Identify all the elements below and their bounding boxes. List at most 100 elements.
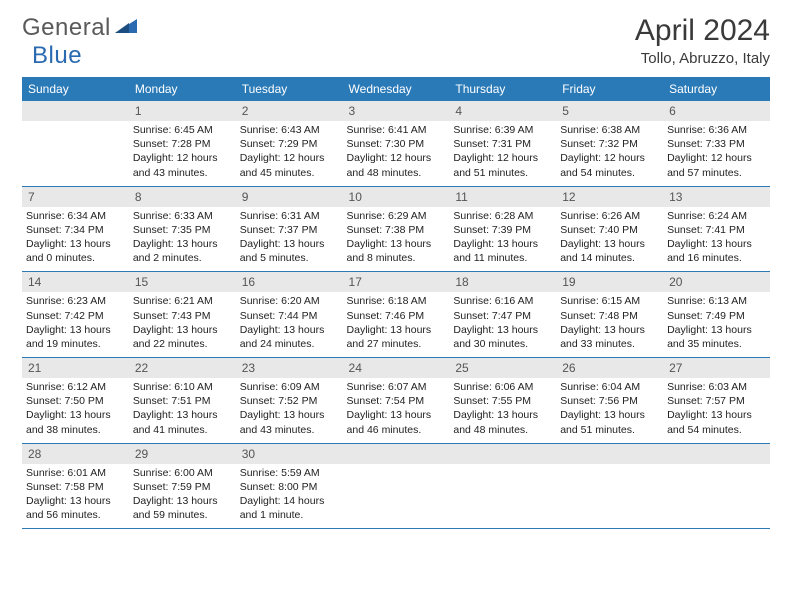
sunset-line: Sunset: 7:43 PM (133, 309, 232, 323)
sunrise-line: Sunrise: 6:29 AM (347, 209, 446, 223)
calendar-day-cell: 13Sunrise: 6:24 AMSunset: 7:41 PMDayligh… (663, 186, 770, 272)
calendar-day-cell: 9Sunrise: 6:31 AMSunset: 7:37 PMDaylight… (236, 186, 343, 272)
day-number: 6 (663, 101, 770, 121)
sunset-line: Sunset: 7:32 PM (560, 137, 659, 151)
calendar-empty-cell (556, 443, 663, 529)
day-details: Sunrise: 5:59 AMSunset: 8:00 PMDaylight:… (236, 464, 343, 529)
daylight-line: Daylight: 12 hours and 45 minutes. (240, 151, 339, 179)
sunrise-line: Sunrise: 6:07 AM (347, 380, 446, 394)
sunrise-line: Sunrise: 6:26 AM (560, 209, 659, 223)
daylight-line: Daylight: 13 hours and 14 minutes. (560, 237, 659, 265)
day-details: Sunrise: 6:09 AMSunset: 7:52 PMDaylight:… (236, 378, 343, 443)
calendar-day-cell: 5Sunrise: 6:38 AMSunset: 7:32 PMDaylight… (556, 101, 663, 186)
day-details: Sunrise: 6:38 AMSunset: 7:32 PMDaylight:… (556, 121, 663, 186)
day-number: 13 (663, 187, 770, 207)
day-details: Sunrise: 6:20 AMSunset: 7:44 PMDaylight:… (236, 292, 343, 357)
day-number (449, 444, 556, 464)
daylight-line: Daylight: 13 hours and 19 minutes. (26, 323, 125, 351)
sunset-line: Sunset: 7:33 PM (667, 137, 766, 151)
calendar-day-cell: 1Sunrise: 6:45 AMSunset: 7:28 PMDaylight… (129, 101, 236, 186)
sunrise-line: Sunrise: 6:24 AM (667, 209, 766, 223)
day-details: Sunrise: 6:23 AMSunset: 7:42 PMDaylight:… (22, 292, 129, 357)
calendar-day-cell: 16Sunrise: 6:20 AMSunset: 7:44 PMDayligh… (236, 272, 343, 358)
sunset-line: Sunset: 7:54 PM (347, 394, 446, 408)
day-details: Sunrise: 6:31 AMSunset: 7:37 PMDaylight:… (236, 207, 343, 272)
location-subtitle: Tollo, Abruzzo, Italy (635, 50, 770, 67)
calendar-day-cell: 20Sunrise: 6:13 AMSunset: 7:49 PMDayligh… (663, 272, 770, 358)
day-number: 11 (449, 187, 556, 207)
day-details (343, 464, 450, 522)
sunset-line: Sunset: 7:57 PM (667, 394, 766, 408)
sunset-line: Sunset: 7:35 PM (133, 223, 232, 237)
brand-name-blue-wrap: Blue (32, 42, 82, 70)
day-details: Sunrise: 6:21 AMSunset: 7:43 PMDaylight:… (129, 292, 236, 357)
day-number: 5 (556, 101, 663, 121)
sunset-line: Sunset: 7:42 PM (26, 309, 125, 323)
day-number: 19 (556, 272, 663, 292)
sunset-line: Sunset: 7:51 PM (133, 394, 232, 408)
sunrise-line: Sunrise: 6:34 AM (26, 209, 125, 223)
title-block: April 2024 Tollo, Abruzzo, Italy (635, 14, 770, 67)
day-details: Sunrise: 6:36 AMSunset: 7:33 PMDaylight:… (663, 121, 770, 186)
day-details: Sunrise: 6:07 AMSunset: 7:54 PMDaylight:… (343, 378, 450, 443)
sunset-line: Sunset: 7:44 PM (240, 309, 339, 323)
sunrise-line: Sunrise: 6:43 AM (240, 123, 339, 137)
day-number: 30 (236, 444, 343, 464)
sunrise-line: Sunrise: 6:31 AM (240, 209, 339, 223)
day-details: Sunrise: 6:15 AMSunset: 7:48 PMDaylight:… (556, 292, 663, 357)
daylight-line: Daylight: 13 hours and 22 minutes. (133, 323, 232, 351)
calendar-day-cell: 24Sunrise: 6:07 AMSunset: 7:54 PMDayligh… (343, 358, 450, 444)
day-number: 21 (22, 358, 129, 378)
calendar-day-cell: 22Sunrise: 6:10 AMSunset: 7:51 PMDayligh… (129, 358, 236, 444)
brand-logo: General (22, 14, 139, 42)
sunrise-line: Sunrise: 6:16 AM (453, 294, 552, 308)
daylight-line: Daylight: 13 hours and 35 minutes. (667, 323, 766, 351)
sunrise-line: Sunrise: 6:01 AM (26, 466, 125, 480)
day-details: Sunrise: 6:13 AMSunset: 7:49 PMDaylight:… (663, 292, 770, 357)
day-number: 20 (663, 272, 770, 292)
calendar-week-row: 28Sunrise: 6:01 AMSunset: 7:58 PMDayligh… (22, 443, 770, 529)
sunrise-line: Sunrise: 6:28 AM (453, 209, 552, 223)
calendar-day-cell: 6Sunrise: 6:36 AMSunset: 7:33 PMDaylight… (663, 101, 770, 186)
sunrise-line: Sunrise: 6:39 AM (453, 123, 552, 137)
daylight-line: Daylight: 12 hours and 43 minutes. (133, 151, 232, 179)
daylight-line: Daylight: 13 hours and 33 minutes. (560, 323, 659, 351)
sunrise-line: Sunrise: 6:20 AM (240, 294, 339, 308)
calendar-week-row: 14Sunrise: 6:23 AMSunset: 7:42 PMDayligh… (22, 272, 770, 358)
calendar-day-cell: 21Sunrise: 6:12 AMSunset: 7:50 PMDayligh… (22, 358, 129, 444)
sunrise-line: Sunrise: 6:13 AM (667, 294, 766, 308)
day-number: 12 (556, 187, 663, 207)
day-number: 10 (343, 187, 450, 207)
sunrise-line: Sunrise: 6:10 AM (133, 380, 232, 394)
day-details: Sunrise: 6:26 AMSunset: 7:40 PMDaylight:… (556, 207, 663, 272)
sunset-line: Sunset: 7:30 PM (347, 137, 446, 151)
day-details: Sunrise: 6:10 AMSunset: 7:51 PMDaylight:… (129, 378, 236, 443)
sunrise-line: Sunrise: 6:21 AM (133, 294, 232, 308)
day-details: Sunrise: 6:29 AMSunset: 7:38 PMDaylight:… (343, 207, 450, 272)
calendar-empty-cell (449, 443, 556, 529)
sunset-line: Sunset: 7:41 PM (667, 223, 766, 237)
month-title: April 2024 (635, 14, 770, 48)
sunset-line: Sunset: 7:31 PM (453, 137, 552, 151)
day-number (663, 444, 770, 464)
day-number: 24 (343, 358, 450, 378)
weekday-header: Thursday (449, 77, 556, 101)
weekday-header: Wednesday (343, 77, 450, 101)
daylight-line: Daylight: 12 hours and 57 minutes. (667, 151, 766, 179)
day-number: 17 (343, 272, 450, 292)
day-details: Sunrise: 6:03 AMSunset: 7:57 PMDaylight:… (663, 378, 770, 443)
day-details: Sunrise: 6:24 AMSunset: 7:41 PMDaylight:… (663, 207, 770, 272)
calendar-week-row: 21Sunrise: 6:12 AMSunset: 7:50 PMDayligh… (22, 358, 770, 444)
day-details: Sunrise: 6:01 AMSunset: 7:58 PMDaylight:… (22, 464, 129, 529)
calendar-day-cell: 25Sunrise: 6:06 AMSunset: 7:55 PMDayligh… (449, 358, 556, 444)
sunrise-line: Sunrise: 6:45 AM (133, 123, 232, 137)
day-number: 14 (22, 272, 129, 292)
daylight-line: Daylight: 12 hours and 51 minutes. (453, 151, 552, 179)
day-details: Sunrise: 6:06 AMSunset: 7:55 PMDaylight:… (449, 378, 556, 443)
sunrise-line: Sunrise: 6:04 AM (560, 380, 659, 394)
day-details: Sunrise: 6:34 AMSunset: 7:34 PMDaylight:… (22, 207, 129, 272)
day-number: 22 (129, 358, 236, 378)
calendar-day-cell: 4Sunrise: 6:39 AMSunset: 7:31 PMDaylight… (449, 101, 556, 186)
sunrise-line: Sunrise: 6:33 AM (133, 209, 232, 223)
day-number: 2 (236, 101, 343, 121)
